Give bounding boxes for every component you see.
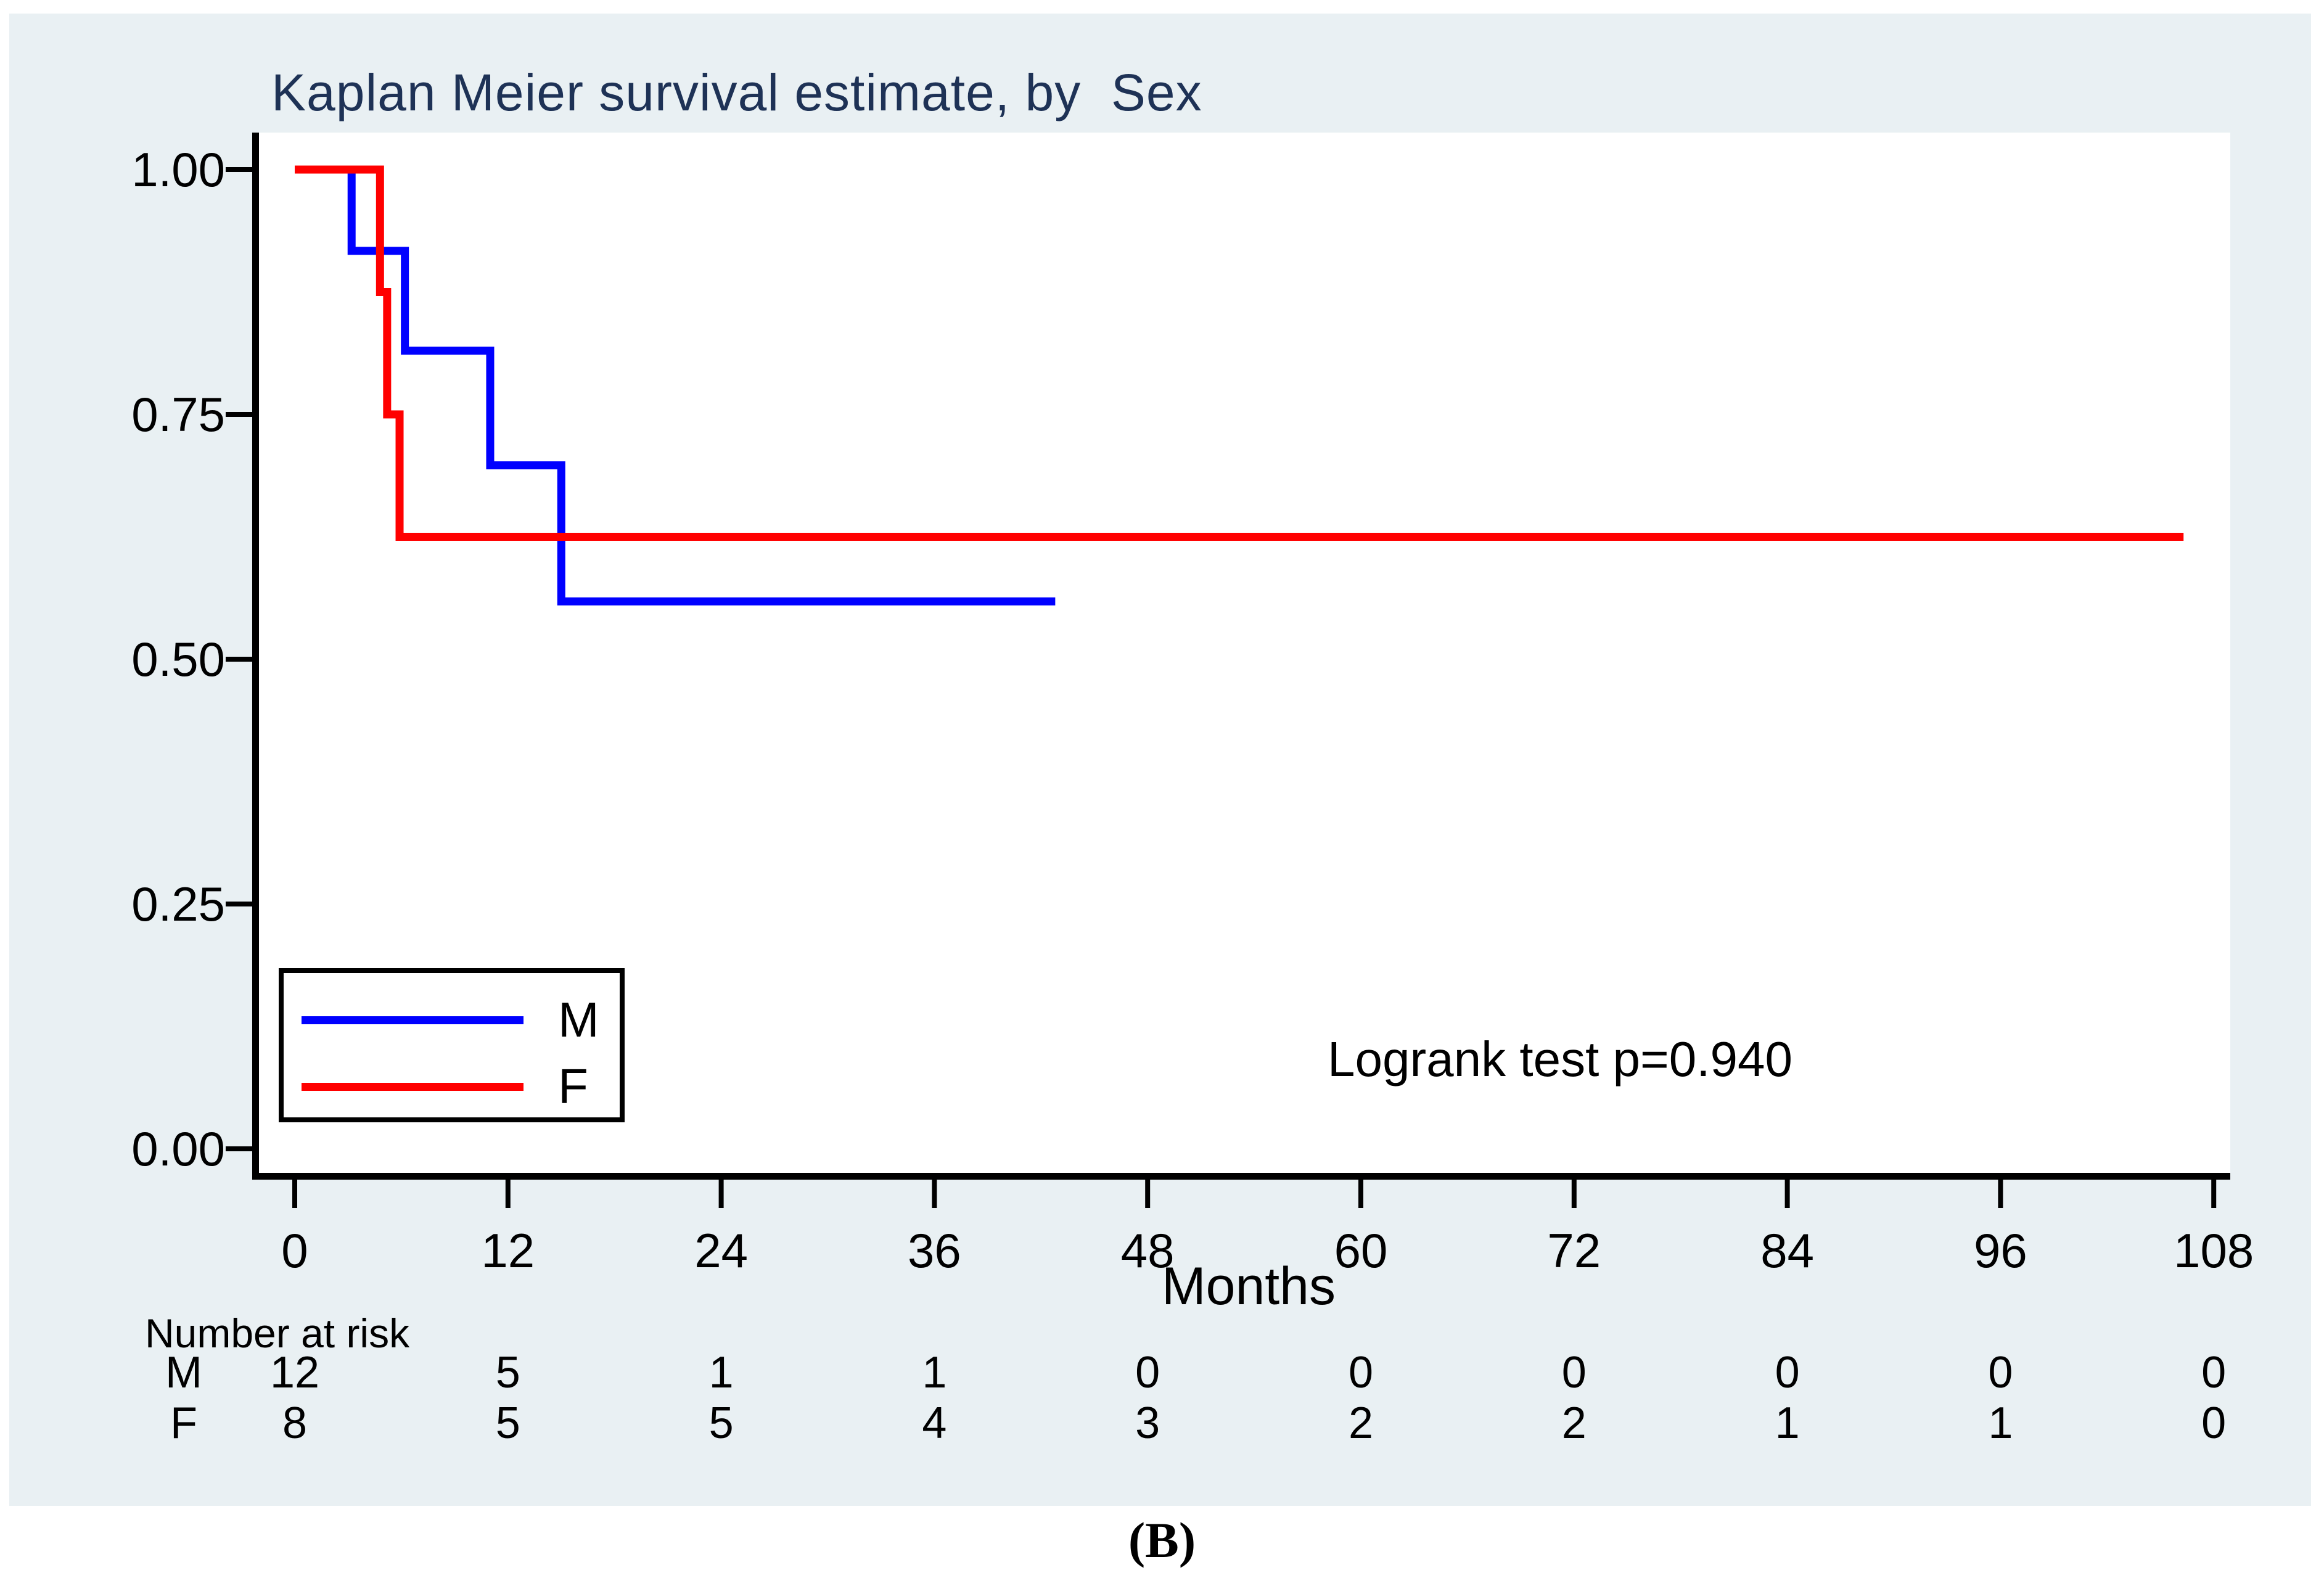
y-tick-label-075: 0.75 bbox=[131, 387, 225, 442]
risk-value-M-96: 0 bbox=[1988, 1348, 2013, 1397]
x-tick-label-96: 96 bbox=[1974, 1223, 2027, 1278]
legend-line-m bbox=[302, 1016, 524, 1024]
y-tick-label-025: 0.25 bbox=[131, 877, 225, 931]
risk-value-M-84: 0 bbox=[1775, 1348, 1800, 1397]
y-tick-label-050: 0.50 bbox=[131, 632, 225, 686]
logrank-annotation: Logrank test p=0.940 bbox=[1328, 1032, 1792, 1087]
risk-value-F-108: 0 bbox=[2201, 1399, 2227, 1448]
risk-value-F-0: 8 bbox=[282, 1399, 308, 1448]
x-axis-title: Months bbox=[1161, 1257, 1336, 1316]
risk-value-M-12: 5 bbox=[495, 1348, 520, 1397]
x-tick-label-72: 72 bbox=[1547, 1223, 1601, 1278]
risk-value-F-24: 5 bbox=[708, 1399, 734, 1448]
y-tick-label-100: 1.00 bbox=[131, 142, 225, 197]
chart-title: Kaplan Meier survival estimate, by Sex bbox=[271, 64, 1202, 121]
risk-value-M-36: 1 bbox=[922, 1348, 947, 1397]
risk-value-F-84: 1 bbox=[1775, 1399, 1800, 1448]
risk-row-label-M: M bbox=[165, 1348, 202, 1397]
risk-value-M-24: 1 bbox=[708, 1348, 734, 1397]
risk-value-F-36: 4 bbox=[922, 1399, 947, 1448]
risk-value-M-48: 0 bbox=[1135, 1348, 1160, 1397]
risk-table-heading: Number at risk bbox=[145, 1310, 410, 1356]
legend-line-f bbox=[302, 1083, 524, 1091]
legend-label-m: M bbox=[558, 992, 599, 1047]
x-tick-label-48: 48 bbox=[1120, 1223, 1175, 1278]
x-tick-label-0: 0 bbox=[281, 1223, 308, 1278]
legend-label-f: F bbox=[558, 1059, 588, 1114]
x-tick-label-36: 36 bbox=[908, 1223, 961, 1278]
figure-caption: (B) bbox=[1128, 1512, 1196, 1568]
risk-value-M-60: 0 bbox=[1348, 1348, 1374, 1397]
y-tick-label-000: 0.00 bbox=[131, 1122, 225, 1176]
x-tick-label-84: 84 bbox=[1760, 1223, 1814, 1278]
risk-value-M-0: 12 bbox=[269, 1348, 320, 1397]
risk-value-F-72: 2 bbox=[1561, 1399, 1587, 1448]
risk-value-F-12: 5 bbox=[495, 1399, 520, 1448]
risk-value-F-96: 1 bbox=[1988, 1399, 2013, 1448]
x-tick-label-12: 12 bbox=[481, 1223, 535, 1278]
risk-value-F-60: 2 bbox=[1348, 1399, 1374, 1448]
risk-row-label-F: F bbox=[170, 1399, 197, 1448]
x-tick-label-60: 60 bbox=[1334, 1223, 1388, 1278]
risk-value-M-108: 0 bbox=[2201, 1348, 2227, 1397]
risk-value-M-72: 0 bbox=[1561, 1348, 1587, 1397]
x-tick-label-24: 24 bbox=[694, 1223, 748, 1278]
risk-value-F-48: 3 bbox=[1135, 1399, 1160, 1448]
km-curve-F bbox=[295, 165, 2184, 541]
x-tick-label-108: 108 bbox=[2174, 1223, 2254, 1278]
legend-box: M F bbox=[279, 968, 625, 1122]
